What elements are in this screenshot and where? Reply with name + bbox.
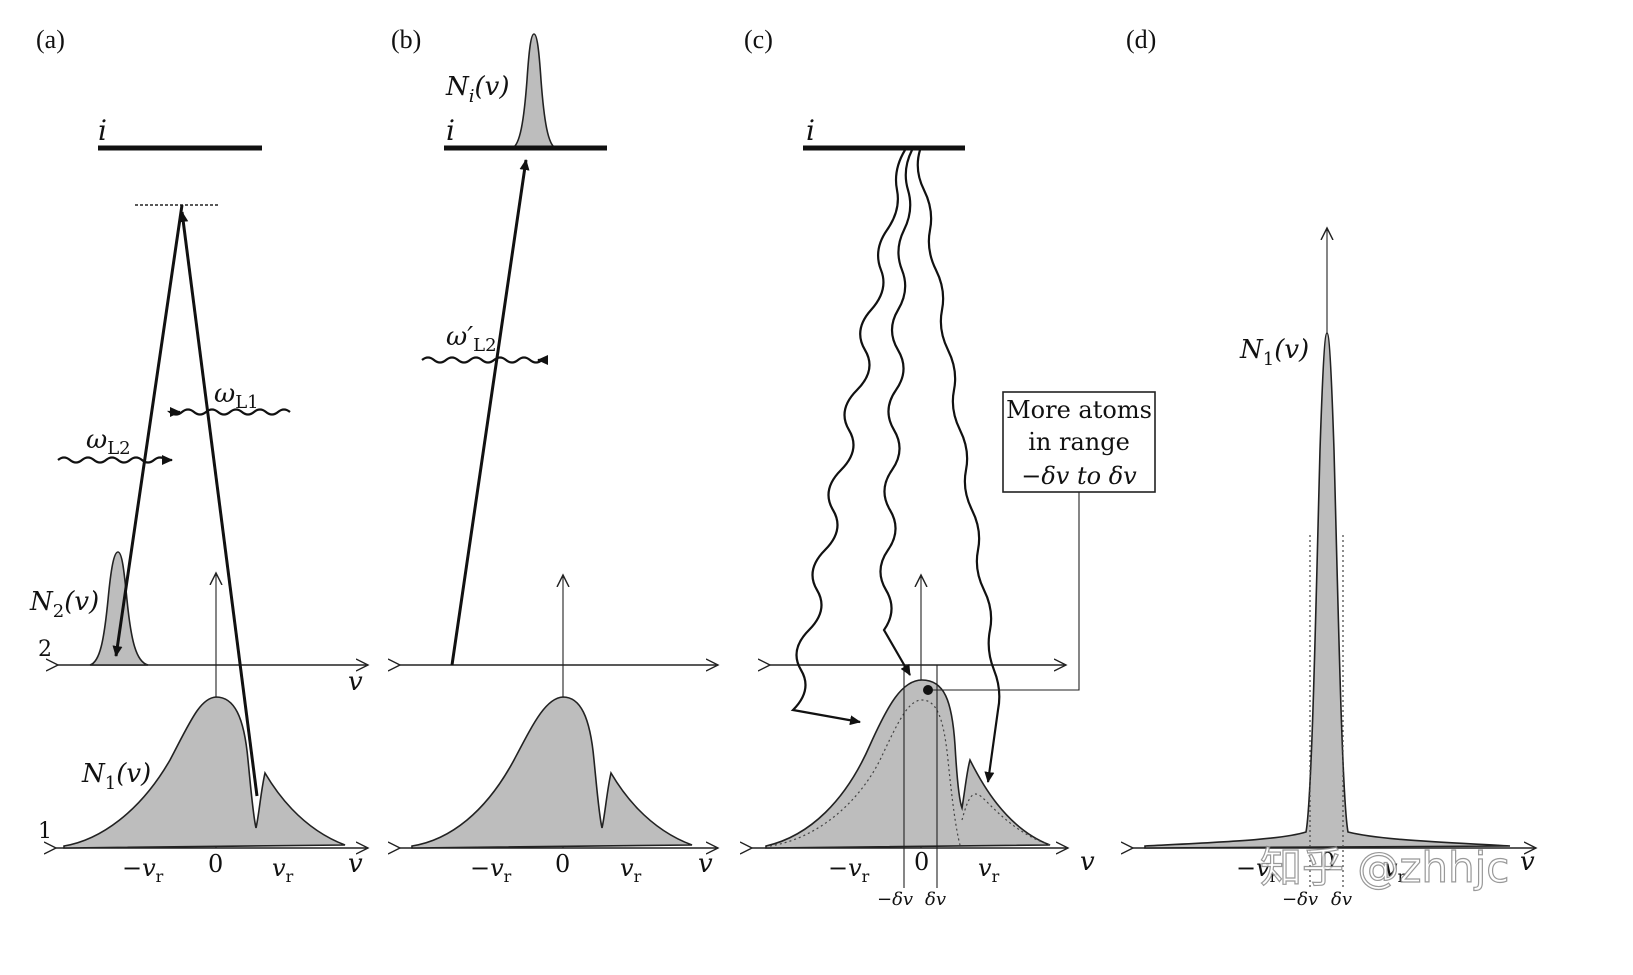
panel-d-N1-distribution [1144,332,1511,849]
panel-c-level-i-label: i [806,114,815,147]
panel-a-level-1-label: 1 [38,819,52,844]
panel-b-Ni-label: Ni(v) [445,72,510,107]
panel-d: (d) N1(v) −vr 0 vr v −δv δv 知乎 @zhhjc [1126,25,1536,910]
panel-b-axis-v: v [698,849,713,879]
panel-a-tick-pos-vr: vr [272,854,294,886]
panel-c-box-line2: in range [1028,428,1130,456]
panel-c-tick-dv: δv [925,889,946,910]
panel-b-N1-distribution [411,696,693,849]
panel-c-label: (c) [744,25,773,54]
panel-a-laser-L2-wave [57,455,173,465]
panel-b-tick-neg-vr: −vr [470,854,512,886]
panel-b-excitation-arrow [450,159,530,666]
panel-c-N1-distribution [765,679,1051,849]
panel-d-tick-neg-vr: −vr [1236,854,1278,886]
panel-d-tick-zero: 0 [1320,848,1335,876]
panel-a-raman-up-arrow [178,211,259,797]
panel-a-omega-L2: ωL2 [86,425,131,459]
panel-a-lower-axis-v: v [348,849,363,879]
panel-b-omega-prime: ω′L2 [446,322,497,356]
panel-c-decay-wave-2 [879,149,913,676]
panel-c-box-line3: −δv to δv [1021,462,1137,490]
panel-c-axis-v: v [1080,847,1095,877]
watermark-text: 知乎 @zhhjc [1260,843,1509,892]
panel-a-level-2-label: 2 [38,637,52,662]
panel-d-tick-neg-dv: −δv [1282,889,1318,910]
panel-b-tick-zero: 0 [555,850,570,878]
panel-c-tick-zero: 0 [914,848,929,876]
panel-a-raman-down-arrow [112,204,184,657]
panel-b-laser-wave [421,355,548,365]
panel-c-decay-wave-1 [790,149,906,726]
panel-c-annotation-dot [923,685,933,695]
panel-a-omega-L1: ωL1 [214,379,259,413]
panel-a-tick-zero: 0 [208,850,223,878]
panel-c-tick-neg-dv: −δv [877,889,913,910]
panel-c-box-line1: More atoms [1006,396,1152,424]
panel-a-level-i-label: i [98,114,107,147]
panel-b-tick-pos-vr: vr [620,854,642,886]
panel-c-annotation-box [1002,391,1156,493]
panel-a-tick-neg-vr: −vr [122,854,164,886]
panel-a: (a) i 2 v N2(v) 1 N1(v) −vr 0 vr v ωL1 ω… [29,25,368,886]
panel-c: (c) i More atoms in range −δv to δv −vr … [744,25,1156,910]
panel-d-N1-label: N1(v) [1239,335,1309,370]
panel-c-tick-pos-vr: vr [978,854,1000,886]
panel-a-label: (a) [36,25,65,54]
panel-d-tick-pos-vr: vr [1384,854,1406,886]
panel-c-decay-wave-3 [916,149,1001,783]
panel-d-axis-v: v [1520,847,1535,877]
panel-d-tick-dv: δv [1331,889,1352,910]
panel-a-N1-distribution [63,696,346,849]
panel-c-original-profile-dotted [769,699,961,847]
panel-b-level-i-label: i [446,114,455,147]
panel-c-original-profile-dotted-right [961,793,1051,846]
panel-a-N2-distribution [89,551,149,666]
panel-d-label: (d) [1126,25,1156,54]
panel-c-tick-neg-vr: −vr [828,854,870,886]
panel-c-annotation-leader [928,492,1080,691]
panel-b-label: (b) [391,25,421,54]
panel-a-N1-label: N1(v) [81,759,151,794]
panel-b: (b) i Ni(v) ω′L2 −vr 0 vr v [391,25,718,886]
panel-a-N2-label: N2(v) [29,587,99,622]
panel-b-Ni-distribution [511,33,557,149]
panel-a-laser-L1-wave [166,407,291,417]
panel-a-upper-axis-v: v [348,667,363,697]
